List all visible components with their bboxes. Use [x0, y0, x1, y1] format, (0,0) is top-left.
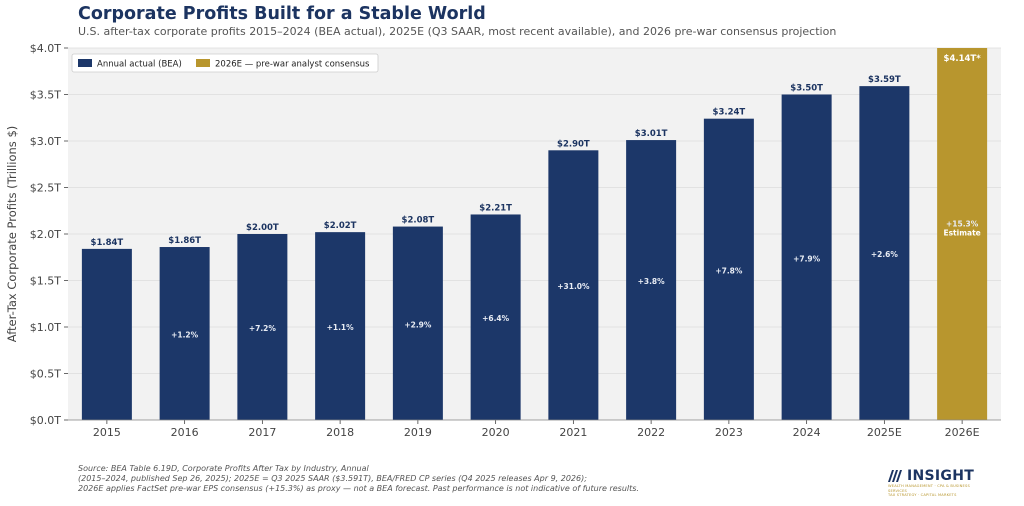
x-tick-label: 2019	[404, 426, 432, 439]
logo-tagline: WEALTH MANAGEMENT · CPA & BUSINESS SERVI…	[888, 484, 970, 493]
value-label: $3.59T	[868, 75, 901, 85]
growth-label: +7.8%	[715, 266, 743, 275]
legend-swatch	[196, 59, 210, 67]
x-tick-label: 2023	[715, 426, 743, 439]
growth-label: +1.1%	[327, 323, 355, 332]
value-label: $3.24T	[713, 108, 746, 118]
y-tick-label: $2.5T	[30, 182, 61, 195]
y-tick-label: $1.5T	[30, 275, 61, 288]
legend-label: 2026E — pre-war analyst consensus	[215, 60, 370, 70]
x-tick-label: 2025E	[867, 426, 902, 439]
x-tick-label: 2024	[793, 426, 821, 439]
bar-2020	[470, 214, 521, 420]
bar-2016	[159, 247, 210, 420]
legend-swatch	[78, 59, 92, 67]
logo-stripes-icon	[888, 470, 902, 482]
legend-box	[71, 53, 379, 73]
chart-title: Corporate Profits Built for a Stable Wor…	[78, 4, 486, 24]
growth-label: +7.2%	[249, 324, 277, 333]
y-axis: $0.0T $0.5T $1.0T $1.5T $2.0T $2.5T $3.0T $3.5T…	[30, 42, 68, 427]
y-tick-label: $0.5T	[30, 368, 61, 381]
bar-2026e	[937, 48, 988, 420]
value-label: $2.21T	[479, 203, 512, 213]
y-tick-label: $3.5T	[30, 89, 61, 102]
value-label: $3.01T	[635, 129, 668, 139]
growth-label: +2.6%	[871, 250, 899, 259]
value-label: $2.08T	[402, 216, 435, 226]
logo-tagline: TAX STRATEGY · CAPITAL MARKETS	[888, 493, 957, 497]
y-tick-label: $0.0T	[30, 414, 61, 427]
bar-2019	[392, 226, 443, 420]
growth-label: +6.4%	[482, 314, 510, 323]
y-tick-label: $1.0T	[30, 321, 61, 334]
bars: $1.84T $1.86T +1.2% $2.00T +7.2% $2.02T +1.1% $…	[81, 48, 988, 421]
bar-2025e	[859, 86, 910, 420]
bar-2021	[548, 150, 599, 421]
bar-2024	[781, 94, 832, 420]
bar-2022	[626, 140, 677, 420]
growth-label: +3.8%	[638, 277, 666, 286]
growth-label: +2.9%	[404, 320, 432, 329]
bar-chart: $0.0T $0.5T $1.0T $1.5T $2.0T $2.5T $3.0T $3.5T…	[5, 42, 1001, 439]
legend: Annual actual (BEA) 2026E — pre-war analy…	[71, 53, 379, 73]
x-tick-label: 2018	[326, 426, 354, 439]
value-label: $1.86T	[168, 236, 201, 246]
x-tick-label: 2022	[637, 426, 665, 439]
x-tick-label: 2026E	[945, 426, 980, 439]
y-axis-label: After-Tax Corporate Profits (Trillions $…	[5, 126, 19, 343]
bar-2018	[315, 232, 366, 420]
x-tick-label: 2021	[559, 426, 587, 439]
value-label: $3.50T	[790, 84, 823, 94]
source-footnote: Source: BEA Table 6.19D, Corporate Profi…	[78, 464, 639, 494]
legend-label: Annual actual (BEA)	[97, 60, 182, 70]
chart-subtitle: U.S. after-tax corporate profits 2015–20…	[78, 25, 837, 38]
value-label: $1.84T	[91, 238, 124, 248]
growth-label: +15.3%	[946, 220, 979, 229]
growth-label: +31.0%	[557, 282, 590, 291]
bar-2023	[703, 118, 754, 421]
footnote-line: 2026E applies FactSet pre-war EPS consen…	[78, 484, 639, 493]
y-tick-label: $3.0T	[30, 135, 61, 148]
footnote-line: (2015–2024, published Sep 26, 2025); 202…	[78, 474, 587, 483]
bar-2015	[81, 248, 132, 420]
growth-label: +7.9%	[793, 254, 821, 263]
logo-wordmark: INSIGHT	[907, 468, 975, 484]
value-label: $2.00T	[246, 223, 279, 233]
bar-2017	[237, 234, 288, 420]
value-label: $2.02T	[324, 221, 357, 231]
y-tick-label: $4.0T	[30, 42, 61, 55]
x-tick-label: 2020	[482, 426, 510, 439]
x-tick-label: 2015	[93, 426, 121, 439]
value-label: $4.14T*	[944, 54, 982, 64]
x-axis: 2015 2016 2017 2018 2019 2020 2021 2022 2023 2024…	[68, 419, 1001, 439]
y-tick-label: $2.0T	[30, 228, 61, 241]
insight-logo: INSIGHT WEALTH MANAGEMENT · CPA & BUSINE…	[888, 468, 988, 498]
gridlines	[68, 47, 1001, 421]
footnote-line: Source: BEA Table 6.19D, Corporate Profi…	[78, 464, 369, 473]
growth-label: +1.2%	[171, 331, 199, 340]
x-tick-label: 2016	[171, 426, 199, 439]
estimate-label: Estimate	[943, 229, 980, 238]
value-label: $2.90T	[557, 139, 590, 149]
x-tick-label: 2017	[248, 426, 276, 439]
